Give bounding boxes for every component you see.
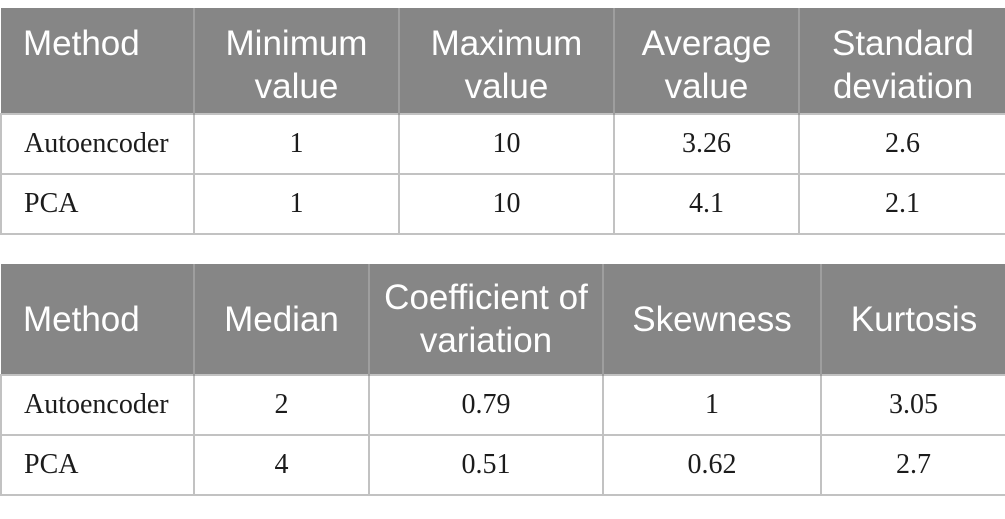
table-1-row-pca-max: 10 (398, 173, 615, 235)
table-2-row-pca-method: PCA (0, 434, 195, 496)
table-2-row-autoencoder-skew: 1 (602, 374, 822, 436)
table-row: PCA 4 0.51 0.62 2.7 (0, 434, 1005, 496)
table-1-header-average-value: Average value (613, 8, 799, 114)
table-2-row-autoencoder-median: 2 (193, 374, 370, 436)
table-1-row-pca-avg: 4.1 (613, 173, 800, 235)
summary-statistics-table-1: Method Minimum value Maximum value Avera… (0, 8, 1005, 235)
table-2-row-pca-median: 4 (193, 434, 370, 496)
table-2-row-autoencoder-method: Autoencoder (0, 374, 195, 436)
table-row: Autoencoder 2 0.79 1 3.05 (0, 374, 1005, 436)
summary-statistics-table-2: Method Median Coefficient of variation S… (0, 264, 1005, 496)
table-1-row-autoencoder-max: 10 (398, 113, 615, 175)
table-1-header-method: Method (1, 8, 194, 114)
table-2-row-pca-kurt: 2.7 (820, 434, 1005, 496)
table-2-row-autoencoder-kurt: 3.05 (820, 374, 1005, 436)
table-1-row-autoencoder-method: Autoencoder (0, 113, 195, 175)
table-2-header-kurtosis: Kurtosis (820, 264, 1005, 375)
table-1-row-pca-min: 1 (193, 173, 400, 235)
table-2-header-median: Median (193, 264, 369, 375)
table-2-header-row: Method Median Coefficient of variation S… (1, 264, 1005, 375)
table-2-row-pca-cov: 0.51 (368, 434, 604, 496)
table-1-row-autoencoder-std: 2.6 (798, 113, 1005, 175)
table-1-row-autoencoder-avg: 3.26 (613, 113, 800, 175)
table-row: PCA 1 10 4.1 2.1 (0, 173, 1005, 235)
table-1-header-minimum-value: Minimum value (193, 8, 399, 114)
table-2-header-coefficient-of-variation: Coefficient of variation (368, 264, 603, 375)
table-1-row-autoencoder-min: 1 (193, 113, 400, 175)
table-row: Autoencoder 1 10 3.26 2.6 (0, 113, 1005, 175)
table-2-row-autoencoder-cov: 0.79 (368, 374, 604, 436)
table-1-header-row: Method Minimum value Maximum value Avera… (1, 8, 1005, 114)
table-1-header-standard-deviation: Standard deviation (798, 8, 1005, 114)
table-2-row-pca-skew: 0.62 (602, 434, 822, 496)
table-2-header-skewness: Skewness (602, 264, 821, 375)
table-2-header-method: Method (1, 264, 194, 375)
table-1-header-maximum-value: Maximum value (398, 8, 614, 114)
table-1-row-pca-std: 2.1 (798, 173, 1005, 235)
table-1-row-pca-method: PCA (0, 173, 195, 235)
